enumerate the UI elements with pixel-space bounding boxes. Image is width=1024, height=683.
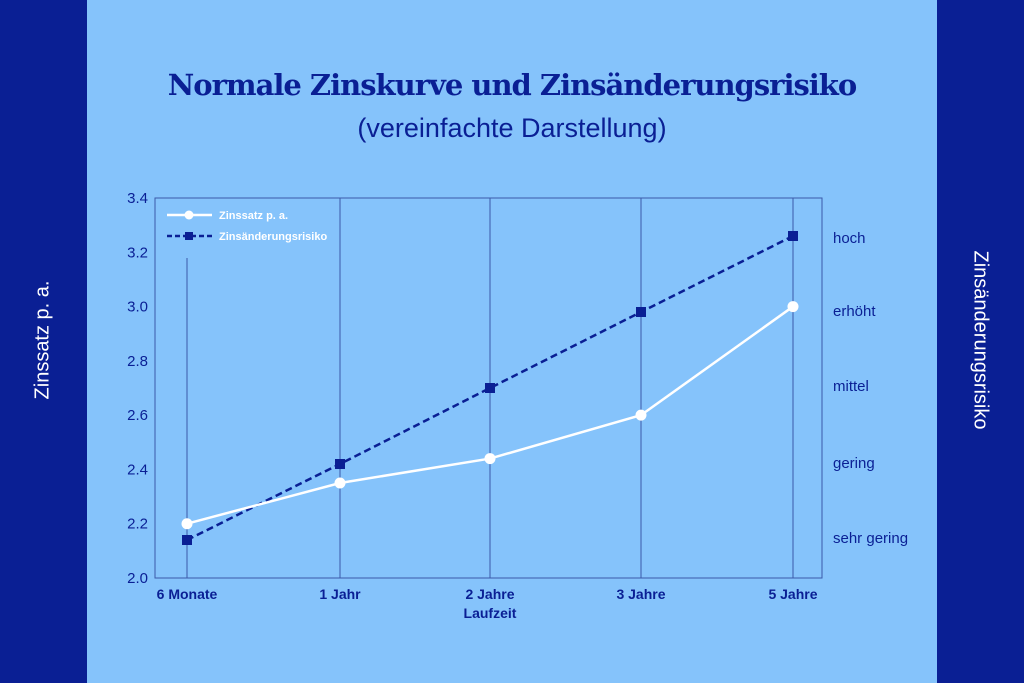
y-tick-label: 3.4	[127, 190, 148, 207]
y-tick-label: 2.2	[127, 516, 148, 533]
x-tick-label: 6 Monate	[157, 586, 218, 602]
legend: Zinssatz p. a. Zinsänderungsrisiko	[167, 210, 327, 243]
square-marker-icon	[335, 459, 345, 469]
data-series	[181, 231, 799, 545]
x-tick-label: 3 Jahre	[616, 586, 665, 602]
circle-marker-icon	[787, 301, 799, 313]
legend-circle-marker-icon	[184, 210, 194, 220]
right-side-band	[937, 0, 1024, 683]
x-tick-label: 5 Jahre	[768, 586, 817, 602]
legend-label-risiko: Zinsänderungsrisiko	[219, 231, 327, 243]
x-axis-ticks: 6 Monate 1 Jahr 2 Jahre 3 Jahre 5 Jahre	[157, 586, 818, 602]
right-tick-label: gering	[833, 455, 875, 472]
legend-label-zinssatz: Zinssatz p. a.	[219, 210, 288, 222]
right-tick-label: hoch	[833, 230, 866, 247]
y-axis-ticks: 2.0 2.2 2.4 2.6 2.8 3.0 3.2 3.4	[127, 190, 148, 587]
right-axis-ticks: sehr gering gering mittel erhöht hoch	[833, 230, 908, 547]
square-marker-icon	[182, 535, 192, 545]
circle-marker-icon	[334, 477, 346, 489]
plot-frame	[154, 197, 823, 579]
y-tick-label: 2.0	[127, 570, 148, 587]
square-marker-icon	[636, 307, 646, 317]
y-tick-label: 3.0	[127, 299, 148, 316]
circle-marker-icon	[181, 518, 193, 530]
square-marker-icon	[485, 383, 495, 393]
y-tick-label: 2.8	[127, 353, 148, 370]
vertical-gridlines	[186, 198, 794, 578]
y-tick-label: 3.2	[127, 244, 148, 261]
y-tick-label: 2.6	[127, 407, 148, 424]
x-tick-label: 2 Jahre	[465, 586, 514, 602]
right-tick-label: erhöht	[833, 303, 876, 320]
chart-title: Normale Zinskurve und Zinsänderungsrisik…	[167, 68, 858, 102]
circle-marker-icon	[635, 409, 647, 421]
x-axis-label: Laufzeit	[464, 605, 517, 621]
chart-subtitle: (vereinfachte Darstellung)	[357, 113, 667, 143]
y-tick-label: 2.4	[127, 461, 148, 478]
series-line-risiko	[186, 234, 794, 542]
legend-square-marker-icon	[185, 232, 193, 240]
x-tick-label: 1 Jahr	[319, 586, 361, 602]
right-tick-label: sehr gering	[833, 530, 908, 547]
square-marker-icon	[788, 231, 798, 241]
right-tick-label: mittel	[833, 378, 869, 395]
left-side-band	[0, 0, 87, 683]
circle-marker-icon	[484, 453, 496, 465]
